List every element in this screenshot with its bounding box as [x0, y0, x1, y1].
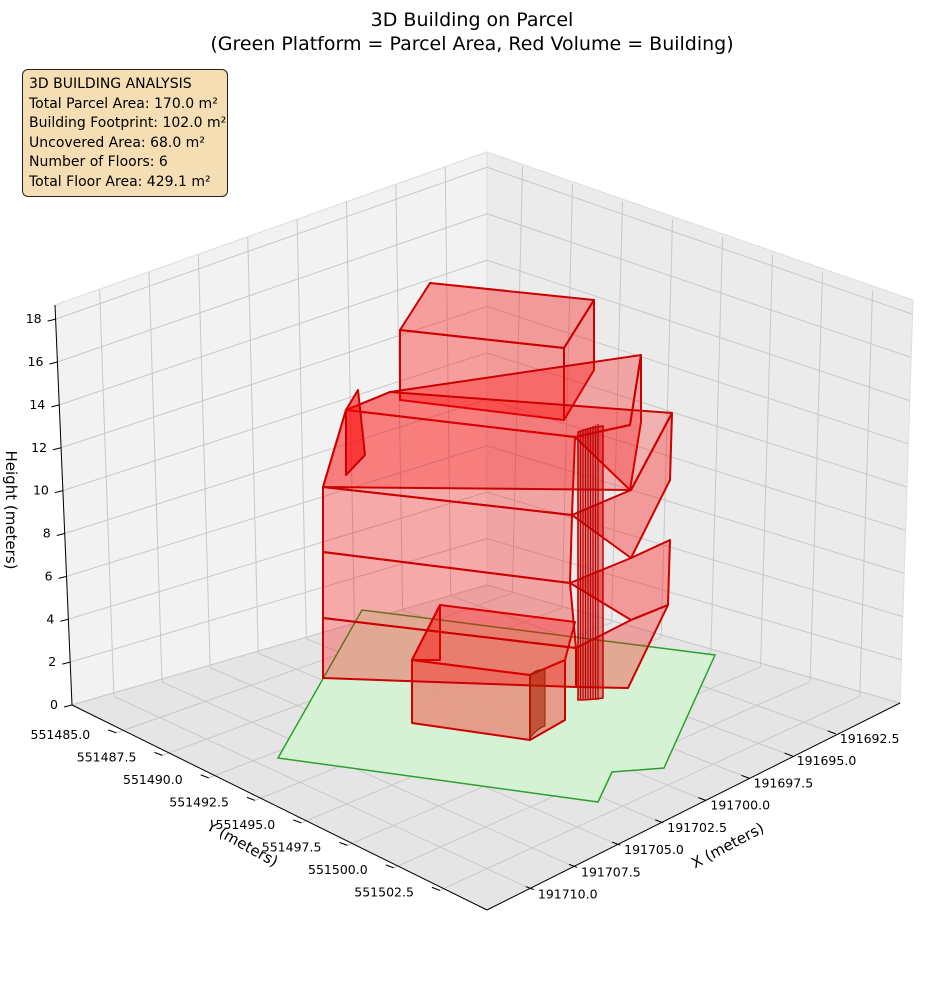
- parcel-platform: [276, 609, 717, 803]
- analysis-box: 3D BUILDING ANALYSIS Total Parcel Area: …: [22, 69, 228, 197]
- axes: 0 2 4 6 8 10 12 14 16 18 551485.0 551487.5 551490.0 5…: [26, 304, 901, 911]
- chart-title-line2: (Green Platform = Parcel Area, Red Volum…: [210, 33, 733, 55]
- z-axis-line: [54, 304, 73, 706]
- floor2-side: [569, 539, 671, 621]
- x-tick-label: 191697.5: [754, 775, 814, 790]
- y-wall-gridline: [710, 237, 723, 653]
- x-wall-gridline: [247, 236, 259, 654]
- y-wall-gridline: [660, 219, 673, 638]
- y-wall-gridline: [561, 183, 573, 608]
- analysis-heading: 3D BUILDING ANALYSIS: [29, 76, 192, 92]
- analysis-footprint: Building Footprint: 102.0 m²: [29, 115, 227, 131]
- y-tick-label: 551492.5: [169, 794, 229, 809]
- z-tick-label: 16: [28, 354, 44, 369]
- z-tick-mark: [54, 490, 64, 494]
- x-gridline: [113, 695, 527, 888]
- x-tick-label: 191707.5: [581, 864, 641, 879]
- x-axis-line: [486, 702, 901, 911]
- y-tick-mark: [431, 886, 441, 891]
- z-gridline: [55, 166, 913, 320]
- x-tick-mark: [784, 752, 793, 757]
- z-tick-mark: [62, 661, 71, 665]
- x-wall-gridline: [197, 254, 211, 668]
- y-tick-mark: [339, 841, 348, 846]
- z-tick-mark: [51, 404, 60, 408]
- x-tick-label: 191702.5: [667, 820, 727, 835]
- parcel-polygon: [276, 609, 717, 803]
- floor1-side: [575, 604, 669, 689]
- y-tick-label: 551485.0: [31, 727, 91, 742]
- x-gridline: [161, 681, 570, 865]
- z-tick-mark: [63, 704, 73, 708]
- y-tick-label: 551487.5: [77, 749, 137, 764]
- x-tick-mark: [741, 774, 750, 779]
- z-tick-mark: [60, 618, 69, 622]
- x-tick-label: 191695.0: [797, 753, 857, 768]
- analysis-floor-area: Total Floor Area: 429.1 m²: [29, 173, 211, 190]
- y-tick-mark: [200, 774, 209, 779]
- y-wall-gridline: [511, 166, 523, 594]
- y-tick-label: 551495.0: [216, 817, 276, 832]
- z-tick-label: 10: [33, 483, 49, 498]
- x-tick-mark: [568, 863, 578, 868]
- x-wall-gridline: [99, 289, 115, 697]
- analysis-floors: Number of Floors: 6: [29, 154, 168, 170]
- z-gridline: [57, 213, 912, 363]
- chart-title-line1: 3D Building on Parcel: [371, 9, 574, 31]
- analysis-parcel-area: Total Parcel Area: 170.0 m²: [29, 95, 218, 112]
- z-tick-label: 0: [50, 697, 58, 712]
- y-tick-mark: [246, 796, 256, 801]
- z-tick-label: 2: [48, 654, 56, 669]
- x-tick-mark: [611, 841, 621, 846]
- z-tick-mark: [49, 361, 58, 365]
- z-tick-label: 14: [29, 397, 45, 412]
- x-wall-gridline: [444, 166, 452, 596]
- z-tick-mark: [47, 318, 56, 322]
- floor3-side: [571, 412, 673, 559]
- x-tick-label: 191692.5: [840, 731, 900, 746]
- x-tick-label: 191710.0: [538, 887, 598, 902]
- z-axis-label: Height (meters): [2, 451, 20, 570]
- x-tick-label: 191700.0: [710, 798, 770, 813]
- z-tick-label: 4: [46, 611, 54, 626]
- y-tick-label: 551497.5: [262, 839, 322, 854]
- y-tick-label: 551502.5: [354, 884, 414, 899]
- y-wall-gridline: [859, 290, 873, 697]
- z-tick-label: 18: [26, 311, 42, 326]
- z-tick-mark: [52, 447, 62, 451]
- x-tick-label: 191705.0: [624, 842, 684, 857]
- x-wall-gridline: [148, 271, 163, 683]
- annex-corner: [529, 669, 546, 740]
- building-volume: [322, 282, 673, 741]
- y-gridline: [116, 592, 513, 734]
- y-tick-label: 551490.0: [123, 772, 183, 787]
- x-wall-gridline: [296, 219, 307, 639]
- y-axis-line: [71, 704, 488, 911]
- z-gridline: [59, 259, 910, 406]
- z-tick-label: 6: [45, 568, 53, 583]
- z-tick-label: 12: [31, 440, 47, 455]
- x-tick-mark: [827, 730, 836, 735]
- y-wall-gridline: [759, 254, 773, 667]
- y-wall-gridline: [611, 201, 623, 623]
- y-tick-mark: [108, 729, 117, 734]
- roof-side: [563, 299, 595, 421]
- y-tick-mark: [154, 751, 163, 756]
- z-tick-mark: [58, 575, 67, 579]
- z-tick-label: 8: [43, 526, 51, 541]
- y-tick-mark: [293, 819, 302, 824]
- y-tick-mark: [385, 864, 394, 869]
- corner-column: [577, 425, 604, 701]
- y-tick-label: 551500.0: [308, 862, 368, 877]
- y-gridline: [439, 695, 860, 891]
- z-tick-mark: [56, 533, 65, 536]
- analysis-uncovered: Uncovered Area: 68.0 m²: [29, 134, 205, 151]
- left-ledge: [345, 389, 366, 476]
- y-wall-gridline: [809, 272, 823, 682]
- floor4-side: [574, 354, 642, 491]
- x-tick-mark: [698, 797, 707, 802]
